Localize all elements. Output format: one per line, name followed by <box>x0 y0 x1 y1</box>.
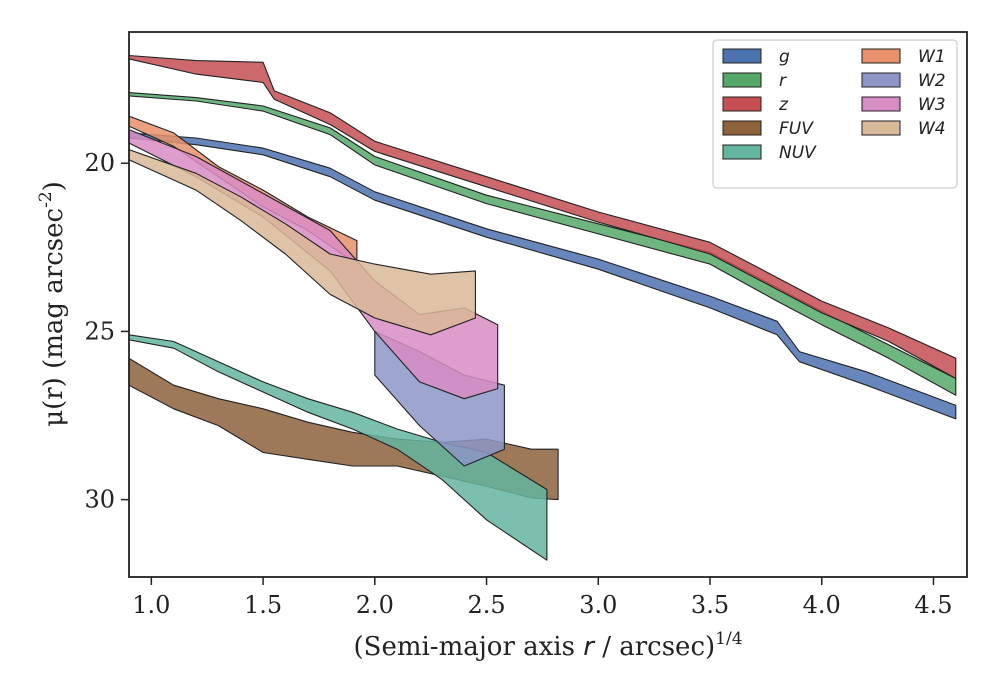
legend-swatch-w3 <box>861 96 901 112</box>
legend-swatch-g <box>722 48 762 64</box>
legend: grz FUV NUV W1 W2 W3 W4 <box>712 39 958 189</box>
legend-label-z: z <box>778 95 789 115</box>
legend-label-r: r <box>779 71 787 91</box>
legend-swatch-r <box>722 72 762 88</box>
x-tick-label: 3.5 <box>691 591 729 619</box>
x-tick-label: 1.5 <box>244 591 282 619</box>
x-tick-label: 3.0 <box>579 591 617 619</box>
plot-area <box>129 54 957 561</box>
legend-label-w1: W1 <box>918 47 946 67</box>
legend-label-w2: W2 <box>918 71 946 91</box>
x-tick-label: 2.5 <box>467 591 505 619</box>
band-r <box>129 92 957 396</box>
legend-swatch-z <box>722 96 762 112</box>
legend-label-nuv: NUV <box>779 143 817 163</box>
legend-label-w3: W3 <box>918 95 946 115</box>
plot-frame <box>128 31 968 578</box>
legend-label-g: g <box>779 47 790 67</box>
x-tick-label: 1.0 <box>132 591 170 619</box>
x-tick-label: 2.0 <box>356 591 394 619</box>
x-tick-label: 4.5 <box>914 591 952 619</box>
legend-label-fuv: FUV <box>779 119 814 139</box>
band-w4 <box>129 149 476 336</box>
legend-swatch-w2 <box>861 72 901 88</box>
legend-swatch-w1 <box>861 48 901 64</box>
legend-swatch-w4 <box>861 120 901 136</box>
x-axis: 1.0 1.5 2.0 2.5 3.0 3.5 4.0 4.5 <box>132 577 953 619</box>
legend-label-w4: W4 <box>918 119 946 139</box>
y-tick-label: 20 <box>84 149 115 177</box>
y-tick-label: 25 <box>84 317 115 345</box>
band-z <box>129 54 957 380</box>
x-tick-label: 4.0 <box>803 591 841 619</box>
y-axis: 20 25 30 <box>84 149 129 514</box>
band-g <box>129 132 957 420</box>
x-axis-label: (Semi-major axis r / arcsec)1/4 <box>353 629 742 662</box>
y-axis-label: μ(r) (mag arcsec-2) <box>36 181 69 427</box>
y-tick-label: 30 <box>84 486 115 514</box>
legend-swatch-fuv <box>722 120 762 136</box>
legend-swatch-nuv <box>722 144 762 160</box>
